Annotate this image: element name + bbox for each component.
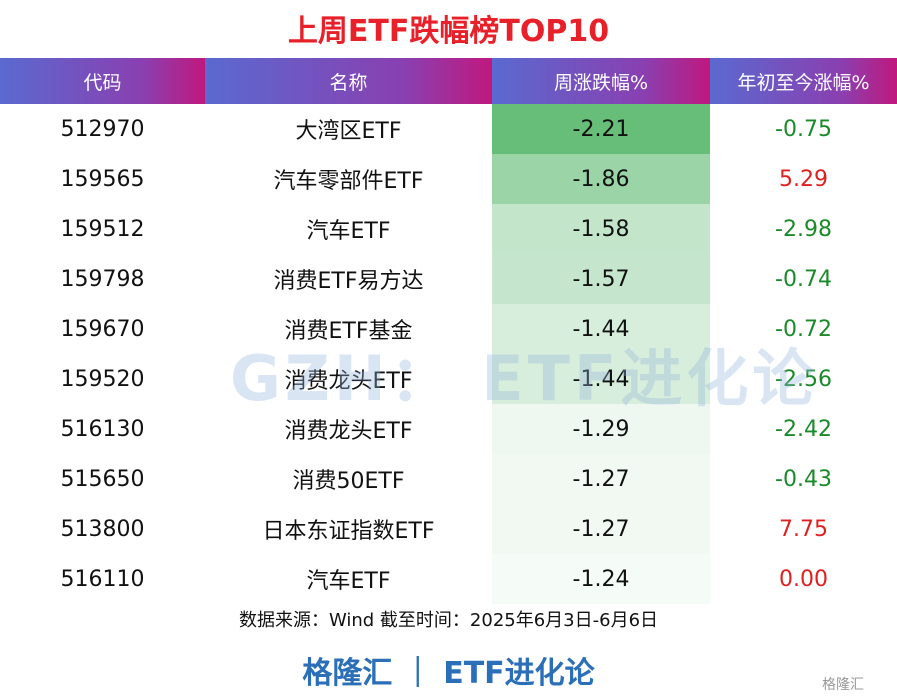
table-row: 512970 大湾区ETF -2.21 -0.75 [0, 104, 897, 154]
table-row: 516110 汽车ETF -1.24 0.00 [0, 554, 897, 604]
table-cell: 516130 [60, 416, 145, 442]
table-cell: 7.75 [779, 516, 828, 542]
table-cell: 515650 [60, 466, 145, 492]
table-cell: -2.98 [775, 216, 832, 242]
table-cell: -2.56 [775, 366, 832, 392]
table-cell: -0.74 [775, 266, 832, 292]
table-cell: 5.29 [779, 166, 828, 192]
table-cell: 大湾区ETF [295, 119, 402, 144]
table-cell: 159520 [60, 366, 145, 392]
table-row: 159670 消费ETF基金 -1.44 -0.72 [0, 304, 897, 354]
table-cell: -1.27 [492, 454, 710, 504]
header-row: 代码 名称 周涨跌幅% 年初至今涨幅% [0, 58, 897, 104]
table-cell: -1.27 [492, 504, 710, 554]
table-cell: 消费ETF易方达 [273, 269, 424, 294]
title: 上周ETF跌幅榜TOP10 [287, 14, 610, 49]
source: 数据来源：Wind 截至时间：2025年6月3日-6月6日 [238, 610, 659, 631]
table: 代码 名称 周涨跌幅% 年初至今涨幅% 512970 大湾区ETF -2.21 -0.75 15… [0, 58, 897, 604]
table-cell: 159670 [60, 316, 145, 342]
table-cell: 513800 [60, 516, 145, 542]
table-cell: 159565 [60, 166, 145, 192]
table-cell: -1.44 [492, 354, 710, 404]
table-cell: 日本东证指数ETF [262, 519, 435, 544]
table-cell: 0.00 [779, 566, 828, 592]
table-cell: -0.75 [775, 116, 832, 142]
table-row: 159520 消费龙头ETF -1.44 -2.56 [0, 354, 897, 404]
table-cell: 消费龙头ETF [284, 419, 413, 444]
header-cell: 周涨跌幅% [492, 58, 710, 104]
header-cell: 代码 [0, 58, 205, 104]
table-cell: 汽车ETF [306, 569, 391, 594]
table-cell: 159512 [60, 216, 145, 242]
table-cell: 消费ETF基金 [284, 319, 413, 344]
table-cell: -0.72 [775, 316, 832, 342]
table-cell: -0.43 [775, 466, 832, 492]
table-cell: -1.44 [492, 304, 710, 354]
table-cell: -2.42 [775, 416, 832, 442]
table-cell: -1.86 [492, 154, 710, 204]
table-cell: 512970 [60, 116, 145, 142]
table-row: 159565 汽车零部件ETF -1.86 5.29 [0, 154, 897, 204]
table-cell: -1.58 [492, 204, 710, 254]
table-cell: -2.21 [492, 104, 710, 154]
table-cell: 516110 [60, 566, 145, 592]
table-cell: 汽车ETF [306, 219, 391, 244]
table-cell: -1.24 [492, 554, 710, 604]
table-cell: 159798 [60, 266, 145, 292]
logo: 格隆汇 [822, 677, 864, 693]
table-cell: -1.57 [492, 254, 710, 304]
table-row: 515650 消费50ETF -1.27 -0.43 [0, 454, 897, 504]
table-cell: 消费龙头ETF [284, 369, 413, 394]
table-row: 159798 消费ETF易方达 -1.57 -0.74 [0, 254, 897, 304]
header-cell: 名称 [205, 58, 492, 104]
table-row: 513800 日本东证指数ETF -1.27 7.75 [0, 504, 897, 554]
table-row: 159512 汽车ETF -1.58 -2.98 [0, 204, 897, 254]
table-cell: 汽车零部件ETF [273, 169, 424, 194]
table-row: 516130 消费龙头ETF -1.29 -2.42 [0, 404, 897, 454]
table-cell: 消费50ETF [292, 469, 405, 494]
header-cell: 年初至今涨幅% [710, 58, 897, 104]
table-cell: -1.29 [492, 404, 710, 454]
footer: 格隆汇 ｜ ETF进化论 [302, 656, 595, 691]
